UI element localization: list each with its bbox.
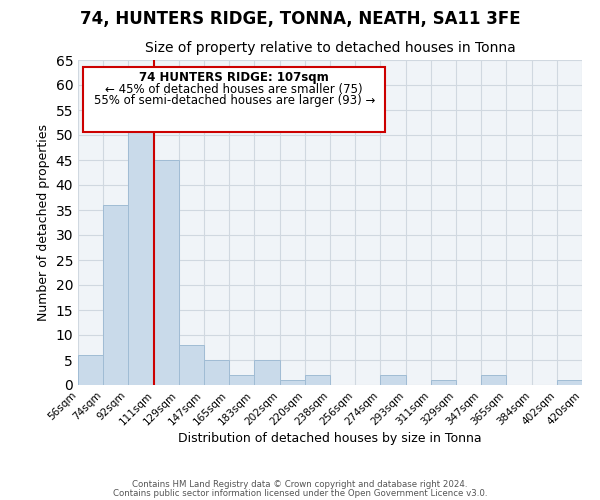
Bar [380, 375, 406, 385]
Bar [179, 345, 204, 385]
Bar [254, 360, 280, 385]
Text: Contains public sector information licensed under the Open Government Licence v3: Contains public sector information licen… [113, 488, 487, 498]
Text: Contains HM Land Registry data © Crown copyright and database right 2024.: Contains HM Land Registry data © Crown c… [132, 480, 468, 489]
Y-axis label: Number of detached properties: Number of detached properties [37, 124, 50, 321]
Text: 74, HUNTERS RIDGE, TONNA, NEATH, SA11 3FE: 74, HUNTERS RIDGE, TONNA, NEATH, SA11 3F… [80, 10, 520, 28]
FancyBboxPatch shape [83, 66, 385, 132]
Bar [557, 380, 582, 385]
Bar [431, 380, 456, 385]
Bar [280, 380, 305, 385]
Bar [305, 375, 330, 385]
Bar [481, 375, 506, 385]
Bar [204, 360, 229, 385]
Text: ← 45% of detached houses are smaller (75): ← 45% of detached houses are smaller (75… [106, 82, 363, 96]
X-axis label: Distribution of detached houses by size in Tonna: Distribution of detached houses by size … [178, 432, 482, 446]
Bar [78, 355, 103, 385]
Title: Size of property relative to detached houses in Tonna: Size of property relative to detached ho… [145, 40, 515, 54]
Text: 55% of semi-detached houses are larger (93) →: 55% of semi-detached houses are larger (… [94, 94, 375, 107]
Bar [128, 120, 154, 385]
Bar [229, 375, 254, 385]
Bar [103, 205, 128, 385]
Bar [154, 160, 179, 385]
Text: 74 HUNTERS RIDGE: 107sqm: 74 HUNTERS RIDGE: 107sqm [139, 72, 329, 85]
